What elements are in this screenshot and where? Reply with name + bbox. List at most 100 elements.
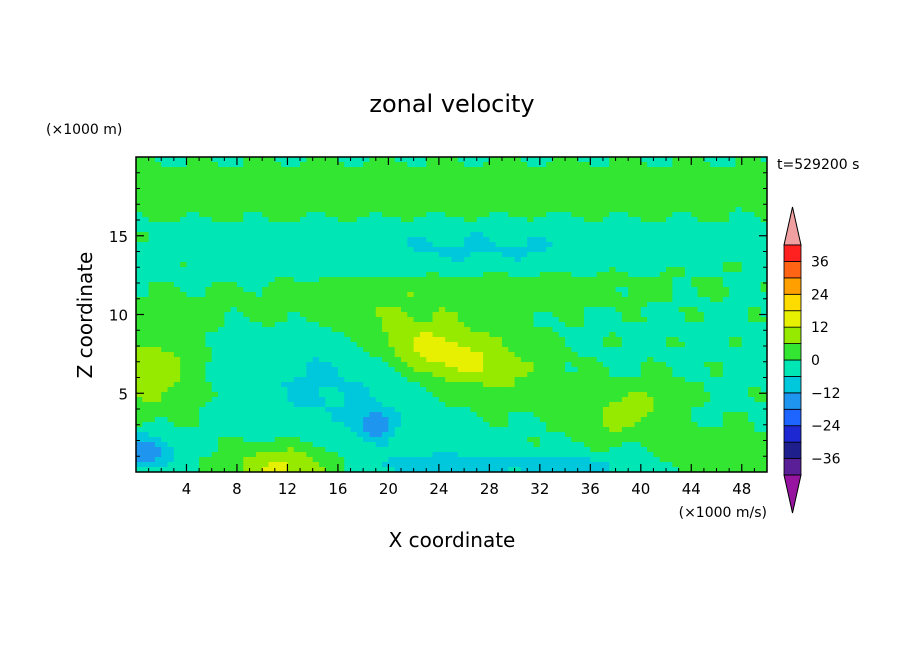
field-cell [533,367,541,373]
field-cell [300,222,307,228]
field-cell [167,377,175,383]
field-cell [205,362,213,368]
field-cell [419,327,427,333]
field-cell [211,432,219,438]
field-cell [154,392,162,398]
field-cell [577,452,585,458]
field-cell [571,402,579,408]
field-cell [268,332,276,338]
field-cell [602,422,610,428]
field-cell [337,447,345,453]
field-cell [483,322,490,328]
field-cell [344,357,351,363]
field-cell [148,157,156,163]
field-cell [501,282,509,288]
field-cell [154,192,162,198]
field-cell [293,192,301,198]
field-cell [489,422,497,428]
field-cell [205,337,213,343]
field-cell [464,247,471,253]
field-cell [388,447,396,453]
field-cell [419,437,427,443]
field-cell [451,187,459,193]
field-cell [318,202,326,208]
field-cell [148,337,156,343]
field-cell [199,392,206,398]
field-cell [218,162,225,168]
field-cell [388,167,396,173]
field-cell [470,332,478,338]
field-cell [293,322,301,328]
field-cell [268,452,276,458]
field-cell [590,172,598,178]
field-cell [173,237,181,243]
field-cell [224,382,232,388]
field-cell [628,282,635,288]
field-cell [186,222,194,228]
field-cell [211,462,219,468]
field-cell [268,242,276,248]
field-cell [136,162,143,168]
field-cell [590,317,598,323]
field-cell [457,442,465,448]
field-cell [136,287,143,293]
field-cell [432,377,440,383]
field-cell [451,362,459,368]
field-cell [306,432,314,438]
field-cell [520,177,528,183]
field-cell [331,352,339,358]
field-cell [382,162,389,168]
field-cell [615,322,623,328]
field-cell [325,357,333,363]
field-cell [394,362,402,368]
field-cell [451,162,459,168]
field-cell [154,452,162,458]
field-cell [539,437,547,443]
field-cell [438,452,446,458]
field-cell [539,372,547,378]
field-cell [318,227,326,233]
field-cell [180,422,187,428]
field-cell [236,437,244,443]
field-cell [527,337,534,343]
field-cell [249,452,257,458]
field-cell [382,277,389,283]
field-cell [236,192,244,198]
field-cell [173,297,181,303]
field-cell [558,232,566,238]
field-cell [312,462,320,468]
field-cell [255,382,263,388]
field-cell [451,397,459,403]
field-cell [369,272,377,278]
field-cell [211,337,219,343]
field-cell [224,242,232,248]
field-cell [287,222,295,228]
field-cell [584,247,591,253]
field-cell [293,217,301,223]
field-cell [419,372,427,378]
field-cell [602,327,610,333]
field-cell [173,442,181,448]
field-cell [337,422,345,428]
field-cell [584,217,591,223]
field-cell [407,267,415,273]
field-cell [571,162,579,168]
field-cell [419,237,427,243]
field-cell [628,427,635,433]
field-cell [565,427,572,433]
field-cell [621,427,629,433]
field-cell [142,332,150,338]
field-cell [180,157,187,163]
field-cell [262,272,269,278]
field-cell [501,232,509,238]
field-cell [476,197,484,203]
field-cell [432,232,440,238]
field-cell [318,192,326,198]
field-cell [236,162,244,168]
field-cell [457,182,465,188]
field-cell [375,357,383,363]
field-cell [470,277,478,283]
field-cell [602,197,610,203]
field-cell [287,157,295,163]
field-cell [558,247,566,253]
